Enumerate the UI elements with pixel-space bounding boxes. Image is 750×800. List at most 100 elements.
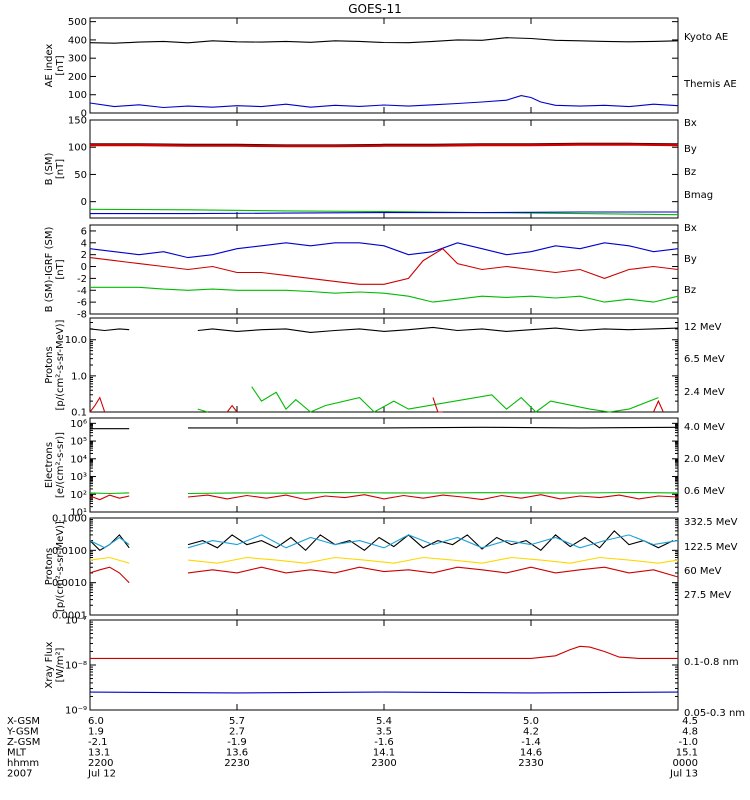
series-by <box>90 286 679 303</box>
legend-bz: Bz <box>684 167 696 178</box>
y-tick-label: 100 <box>68 90 87 101</box>
x-axis-table: X-GSM 6.0 5.7 5.4 5.0 4.5 Y-GSM 1.9 2.7 3.5 4.2 4.8… <box>6 716 698 780</box>
legend-27-5-mev: 27.5 MeV <box>684 590 731 601</box>
y-tick-label: 0 <box>81 109 87 120</box>
legend-by: By <box>684 254 697 265</box>
y-axis-label: [e/(cm²-s-sr)] <box>55 432 66 498</box>
y-tick-label: 0.0001 <box>52 611 87 622</box>
series-kyoto-ae <box>89 95 679 109</box>
x-row-label: Z-GSM <box>7 737 40 748</box>
y-tick-label: -4 <box>77 286 87 297</box>
x-row-value: 15.1 <box>676 748 698 759</box>
x-row-value: 4.8 <box>682 727 698 738</box>
x-row-value: 2300 <box>371 758 396 769</box>
panel-4: 0.1 1.0 10.0 Protons [p/(cm²-s-sr-MeV)] 12 Me… <box>44 317 725 419</box>
legend-2-4-mev: 2.4 MeV <box>684 387 725 398</box>
x-row-label: hhmm <box>7 758 39 769</box>
legend-by: By <box>684 144 697 155</box>
panel-frame <box>89 517 679 616</box>
x-row-value: 2230 <box>224 758 249 769</box>
series-4-0-mev <box>89 494 679 501</box>
y-tick-label: 10.0 <box>65 335 87 346</box>
legend-4-0-mev: 4.0 MeV <box>684 422 725 433</box>
series-12-mev <box>89 396 664 413</box>
y-tick-label: 10⁻⁸ <box>65 661 87 672</box>
series-bx <box>90 211 678 215</box>
x-row-value: -1.9 <box>227 737 247 748</box>
y-tick-label: 400 <box>68 35 87 46</box>
legend-bx: Bx <box>684 223 697 234</box>
y-tick-label: 10¹ <box>70 508 87 519</box>
y-tick-label: 50 <box>74 170 87 181</box>
panel-frame <box>89 317 679 413</box>
legend-0-1-0-8-nm: 0.1-0.8 nm <box>684 657 739 668</box>
series-0-6-mev <box>90 426 679 430</box>
y-axis-label: Xray Flux <box>44 641 55 688</box>
x-row-value: 2330 <box>518 758 543 769</box>
panel-7: 10⁻⁹ 10⁻⁸ 10⁻⁷ Xray Flux [W/m²] 0.1-0.8 nm 0.0… <box>44 616 745 720</box>
x-row-value: 0000 <box>673 758 698 769</box>
x-row-label: Y-GSM <box>6 727 39 738</box>
series-0-1-0-8-nm <box>90 645 678 659</box>
x-row-value: 5.0 <box>523 716 539 727</box>
series-0-05-0-3-nm <box>89 691 679 694</box>
panel-1: 0 100 200 300 400 500 AE index [nT] Kyoto AE Them… <box>44 17 737 119</box>
legend-12-mev: 12 MeV <box>684 322 722 333</box>
series-2-4-mev <box>89 326 679 333</box>
x-row-value: -2.1 <box>88 737 108 748</box>
legend-bx: Bx <box>684 118 697 129</box>
y-tick-label: 0 <box>81 197 87 208</box>
y-axis-label: Electrons <box>44 442 55 488</box>
y-tick-label: 1.0 <box>71 371 87 382</box>
y-axis-label: Protons <box>44 346 55 383</box>
y-tick-label: 0.0100 <box>52 546 87 557</box>
panel-6: 0.0001 0.0010 0.0100 0.1000 Protons [p/(cm²-s… <box>44 514 738 622</box>
y-tick-label: 0 <box>81 262 87 273</box>
y-axis-label: B (SM)-IGRF (SM) <box>44 227 55 313</box>
panel-frame <box>89 119 679 219</box>
y-axis-label: [nT] <box>55 55 66 75</box>
legend-0-05-0-3-nm: 0.05-0.3 nm <box>684 708 745 719</box>
y-tick-label: 10⁶ <box>70 419 87 430</box>
panel-frame <box>89 224 679 315</box>
y-tick-label: 500 <box>68 17 87 28</box>
y-tick-label: 10² <box>70 490 87 501</box>
x-row-label: 2007 <box>7 769 32 780</box>
y-tick-label: 0.1 <box>71 408 87 419</box>
x-row-value: 6.0 <box>88 716 104 727</box>
x-row-value: -1.4 <box>521 737 541 748</box>
series-bz <box>90 143 679 148</box>
x-row-value: 13.1 <box>88 748 110 759</box>
panel-5: 10¹ 10² 10³ 10⁴ 10⁵ 10⁶ Electrons [e/(cm²-s-sr)… <box>44 417 725 519</box>
x-row-value: -1.0 <box>678 737 698 748</box>
y-tick-label: 0.0010 <box>52 578 87 589</box>
y-tick-label: 300 <box>68 54 87 65</box>
legend-332-5-mev: 332.5 MeV <box>684 517 738 528</box>
x-row-value: Jul 13 <box>669 769 698 780</box>
legend-kyoto-ae: Kyoto AE <box>684 32 728 43</box>
x-row-value: -1.6 <box>374 737 394 748</box>
x-row-value: 1.9 <box>88 727 104 738</box>
y-axis-label: [p/(cm²-s-sr-MeV)] <box>55 521 66 612</box>
series-themis-ae <box>89 37 679 44</box>
series-2-0-mev <box>89 491 679 495</box>
x-row-label: X-GSM <box>7 716 40 727</box>
y-axis-label: [p/(cm²-s-sr-MeV)] <box>55 319 66 410</box>
legend-bz: Bz <box>684 285 696 296</box>
y-tick-label: -2 <box>77 274 87 285</box>
y-tick-label: 100 <box>68 143 87 154</box>
series-332-5-mev <box>89 566 679 584</box>
y-tick-label: 0.1000 <box>52 514 87 525</box>
y-tick-label: 10⁻⁹ <box>65 706 87 717</box>
x-row-value: 3.5 <box>376 727 392 738</box>
legend-6-5-mev: 6.5 MeV <box>684 354 725 365</box>
y-tick-label: -6 <box>77 298 87 309</box>
x-row-value: 13.6 <box>226 748 248 759</box>
y-axis-label: [nT] <box>55 159 66 179</box>
y-tick-label: 6 <box>81 226 87 237</box>
x-row-value: 14.6 <box>520 748 542 759</box>
chart-title: GOES-11 <box>348 2 402 16</box>
x-row-value: 4.2 <box>523 727 539 738</box>
x-row-value: 5.7 <box>229 716 245 727</box>
